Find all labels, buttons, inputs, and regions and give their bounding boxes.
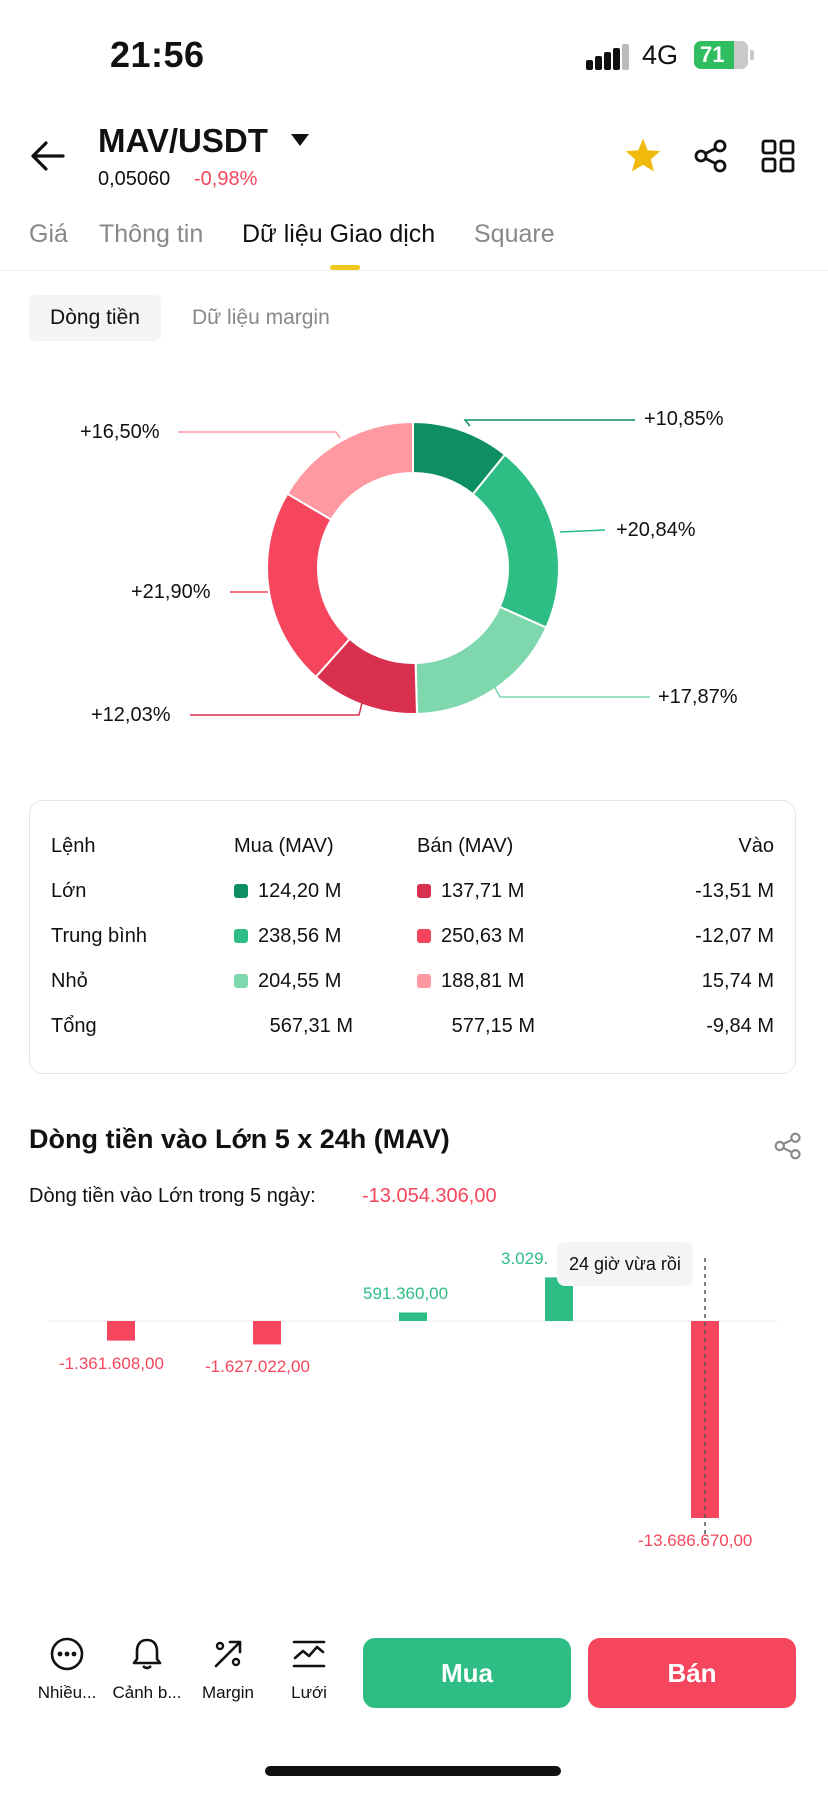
five-day-inflow-label: Dòng tiền vào Lớn trong 5 ngày: [29,1185,316,1207]
donut-leader-line-3 [493,685,650,698]
donut-label-medium-buy: +20,84% [616,519,696,541]
nav-margin[interactable]: Margin [187,1636,269,1703]
buy-button[interactable]: Mua [363,1638,571,1708]
bar-1 [107,1321,135,1341]
order-flow-table [29,800,796,1074]
battery-icon: 71 [694,41,748,69]
margin-icon [214,1640,242,1668]
donut-segment-3 [414,605,548,715]
bar-label-5: -13.686.670,00 [638,1531,753,1550]
five-day-inflow-value: -13.054.306,00 [362,1185,497,1207]
back-arrow-icon[interactable] [30,139,66,173]
donut-leader-line-2 [559,529,606,533]
more-dots-icon [50,1637,84,1671]
row-medium-order: Trung bình [51,925,147,947]
grid-trading-icon [292,1640,326,1668]
donut-label-small-sell: +16,50% [80,421,160,443]
row-total-sell: 577,15 M [451,1015,535,1037]
row-large-inflow: -13,51 M [695,880,774,902]
header-sell: Bán (MAV) [417,835,514,857]
header-inflow: Vào [738,835,774,857]
bell-icon [132,1638,162,1670]
row-medium-inflow: -12,07 M [695,925,774,947]
money-flow-donut-chart [178,419,650,716]
bar-label-2: -1.627.022,00 [205,1357,310,1376]
legend-square-medium-buy [234,929,248,943]
nav-margin-label: Margin [202,1683,254,1702]
bar-label-1: -1.361.608,00 [59,1354,164,1373]
row-total-buy: 567,31 M [269,1015,353,1037]
share-icon[interactable] [694,139,728,173]
row-total-inflow: -9,84 M [706,1015,774,1037]
dropdown-triangle-icon[interactable] [290,133,310,147]
large-inflow-bar-chart [48,1258,778,1540]
row-large-sell: 137,71 M [441,880,525,902]
row-small-order: Nhỏ [51,970,88,992]
section-share-icon[interactable] [774,1132,802,1160]
bar-label-3: 591.360,00 [363,1284,449,1303]
period-tooltip: 24 giờ vừa rồi [557,1242,693,1286]
header-buy: Mua (MAV) [234,835,334,857]
battery-level: 71 [700,42,725,67]
bar-label-4: 3.029. [501,1249,549,1268]
legend-square-small-sell [417,974,431,988]
donut-leader-line-6 [178,431,341,439]
bar-2 [253,1321,281,1345]
bar-3 [399,1312,427,1321]
favorite-star-icon[interactable] [624,137,662,173]
signal-icon [586,44,630,70]
row-small-sell: 188,81 M [441,970,525,992]
price-change: -0,98% [194,168,258,190]
tab-price[interactable]: Giá [29,220,68,248]
row-large-order: Lớn [51,880,87,902]
nav-grid-label: Lưới [291,1683,327,1702]
nav-alerts[interactable]: Cảnh b... [106,1636,188,1703]
legend-square-large-sell [417,884,431,898]
home-indicator [265,1766,561,1776]
legend-square-medium-sell [417,929,431,943]
grid-menu-icon[interactable] [761,139,795,173]
active-tab-indicator [330,265,360,270]
row-small-buy: 204,55 M [258,970,342,992]
tab-info[interactable]: Thông tin [99,220,204,248]
donut-label-medium-sell: +21,90% [131,581,211,603]
nav-grid[interactable]: Lưới [268,1636,350,1703]
donut-leader-line-1 [463,419,635,427]
donut-leader-line-4 [190,702,363,716]
subtab-margin-data[interactable]: Dữ liệu margin [192,306,330,329]
row-medium-buy: 238,56 M [258,925,342,947]
nav-more-label: Nhiều... [37,1683,97,1702]
tab-square[interactable]: Square [474,220,555,248]
nav-alerts-label: Cảnh b... [112,1683,182,1702]
subtab-money-flow[interactable]: Dòng tiền [29,295,161,341]
donut-segment-6 [285,420,414,522]
last-price: 0,05060 [98,168,171,190]
donut-label-small-buy: +17,87% [658,686,738,708]
legend-square-small-buy [234,974,248,988]
pair-title[interactable]: MAV/USDT [98,122,268,159]
donut-label-large-buy: +10,85% [644,408,724,430]
battery-cap [750,50,754,60]
row-medium-sell: 250,63 M [441,925,525,947]
header-order: Lệnh [51,835,96,857]
row-large-buy: 124,20 M [258,880,342,902]
row-small-inflow: 15,74 M [701,970,774,992]
donut-segment-5 [266,492,352,679]
network-type: 4G [642,40,679,70]
status-time: 21:56 [110,34,205,75]
sell-button[interactable]: Bán [588,1638,796,1708]
row-total-order: Tổng [51,1015,97,1037]
legend-square-large-buy [234,884,248,898]
tabs-divider [0,270,828,271]
donut-segment-2 [471,453,560,629]
tab-trading-data[interactable]: Dữ liệu Giao dịch [242,220,436,248]
nav-more[interactable]: Nhiều... [26,1636,108,1703]
donut-label-large-sell: +12,03% [91,704,171,726]
large-inflow-section-title: Dòng tiền vào Lớn 5 x 24h (MAV) [29,1124,450,1154]
